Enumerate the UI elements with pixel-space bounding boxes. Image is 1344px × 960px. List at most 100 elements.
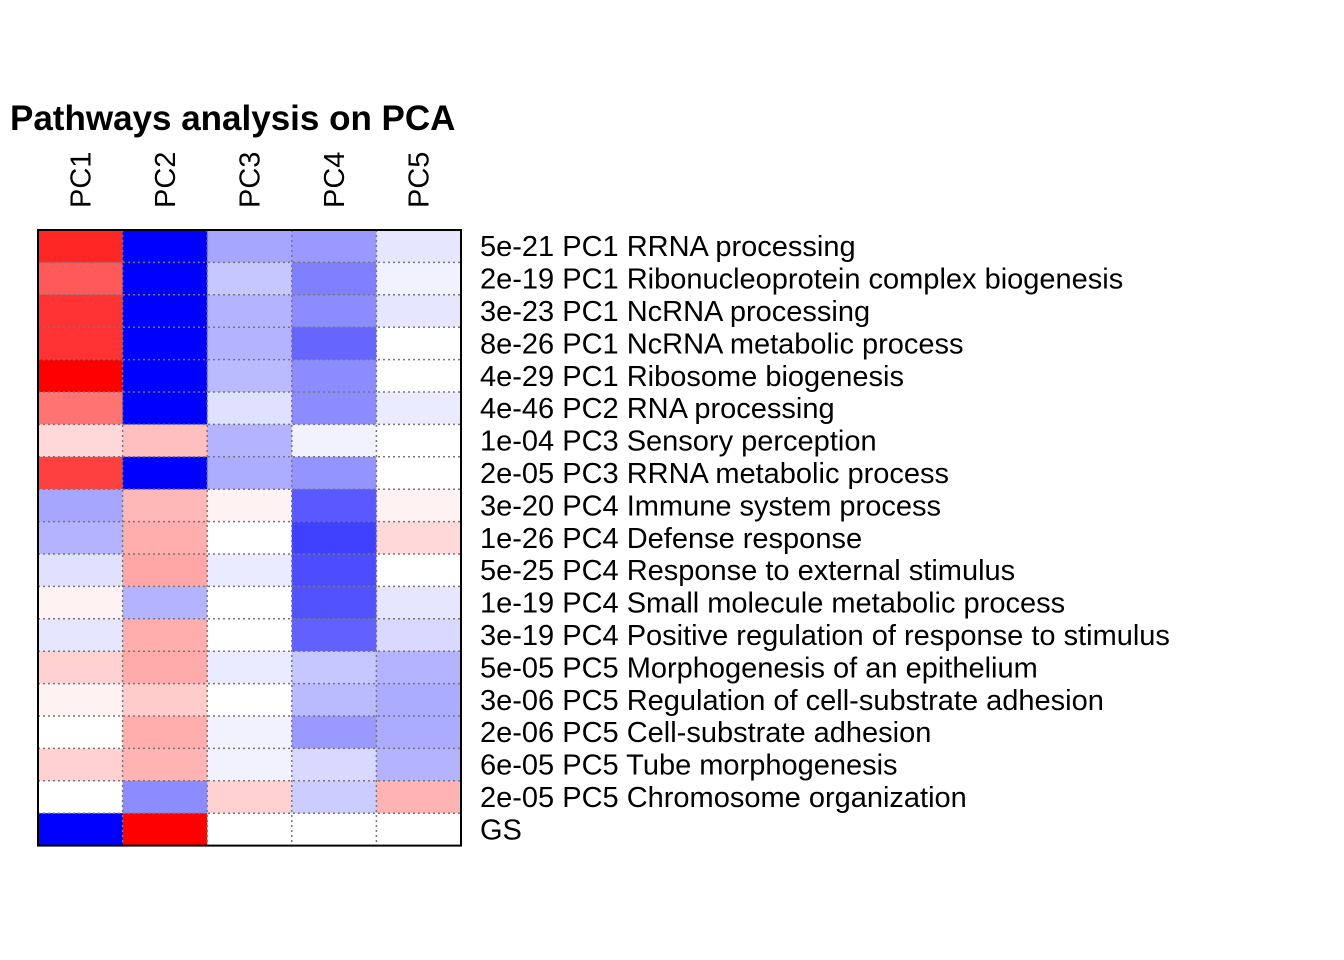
heatmap-cell bbox=[38, 683, 124, 717]
heatmap-cell bbox=[38, 554, 124, 587]
heatmap-cell bbox=[376, 748, 462, 782]
row-label: 3e-23 PC1 NcRNA processing bbox=[480, 296, 870, 328]
heatmap-cell bbox=[291, 262, 377, 296]
heatmap-cell bbox=[291, 748, 377, 782]
heatmap-cell bbox=[207, 327, 293, 361]
column-label: PC2 bbox=[150, 152, 182, 208]
row-label: 2e-05 PC3 RRNA metabolic process bbox=[480, 458, 949, 490]
row-label: 4e-29 PC1 Ribosome biogenesis bbox=[480, 361, 904, 393]
heatmap-cell bbox=[291, 618, 377, 652]
row-label: 1e-04 PC3 Sensory perception bbox=[480, 426, 877, 458]
heatmap-cell bbox=[38, 359, 124, 393]
heatmap-cell bbox=[207, 424, 293, 458]
heatmap-cell bbox=[122, 327, 208, 361]
heatmap-cell bbox=[376, 683, 462, 717]
heatmap-cell bbox=[291, 327, 377, 361]
heatmap-cell bbox=[122, 554, 208, 587]
heatmap-cell bbox=[376, 456, 462, 490]
heatmap-cell bbox=[122, 651, 208, 685]
row-label: 2e-19 PC1 Ribonucleoprotein complex biog… bbox=[480, 264, 1123, 296]
row-label: 2e-06 PC5 Cell-substrate adhesion bbox=[480, 717, 931, 749]
heatmap-cell bbox=[122, 683, 208, 717]
column-label: PC4 bbox=[319, 152, 351, 208]
heatmap-cell bbox=[376, 554, 462, 587]
heatmap-cell bbox=[376, 716, 462, 749]
heatmap-cell bbox=[122, 294, 208, 328]
heatmap-cell bbox=[122, 521, 208, 555]
heatmap-cell bbox=[291, 456, 377, 490]
heatmap-cell bbox=[207, 748, 293, 782]
heatmap-cell bbox=[38, 294, 124, 328]
heatmap-cell bbox=[38, 716, 124, 749]
heatmap-cell bbox=[291, 230, 377, 263]
heatmap-grid bbox=[38, 230, 461, 846]
heatmap-cell bbox=[207, 392, 293, 425]
heatmap-cell bbox=[122, 748, 208, 782]
heatmap-cell bbox=[291, 780, 377, 814]
heatmap-cell bbox=[207, 586, 293, 620]
row-label: 1e-26 PC4 Defense response bbox=[480, 523, 862, 555]
column-label: PC3 bbox=[235, 152, 267, 208]
heatmap-cell bbox=[376, 586, 462, 620]
heatmap-cell bbox=[122, 456, 208, 490]
heatmap-cell bbox=[122, 392, 208, 425]
heatmap-cell bbox=[291, 683, 377, 717]
heatmap-cell bbox=[207, 716, 293, 749]
heatmap-cell bbox=[122, 716, 208, 749]
column-label: PC5 bbox=[404, 152, 436, 208]
heatmap-cell bbox=[122, 262, 208, 296]
row-label: 8e-26 PC1 NcRNA metabolic process bbox=[480, 328, 964, 360]
heatmap-cell bbox=[291, 521, 377, 555]
heatmap-cell bbox=[207, 489, 293, 523]
heatmap-cell bbox=[38, 230, 124, 263]
heatmap-cell bbox=[207, 521, 293, 555]
heatmap-cell bbox=[38, 813, 124, 847]
heatmap-cell bbox=[38, 780, 124, 814]
row-label: 5e-21 PC1 RRNA processing bbox=[480, 231, 856, 263]
heatmap-border bbox=[37, 229, 462, 847]
heatmap-cell bbox=[122, 813, 208, 847]
heatmap-cell bbox=[38, 456, 124, 490]
heatmap-cell bbox=[376, 618, 462, 652]
heatmap-cell bbox=[122, 618, 208, 652]
row-label: GS bbox=[480, 814, 522, 846]
heatmap-cell bbox=[207, 294, 293, 328]
heatmap-cell bbox=[207, 230, 293, 263]
heatmap-cell bbox=[291, 359, 377, 393]
row-label: 5e-05 PC5 Morphogenesis of an epithelium bbox=[480, 652, 1038, 684]
column-labels: PC1 PC2 PC3 PC4 PC5 bbox=[65, 152, 435, 208]
heatmap-cell bbox=[291, 586, 377, 620]
heatmap-cell bbox=[38, 327, 124, 361]
heatmap-cell bbox=[207, 618, 293, 652]
heatmap-cell bbox=[291, 554, 377, 587]
row-label: 4e-46 PC2 RNA processing bbox=[480, 393, 835, 425]
heatmap-cell bbox=[38, 748, 124, 782]
row-label: 5e-25 PC4 Response to external stimulus bbox=[480, 555, 1015, 587]
heatmap-cell bbox=[376, 780, 462, 814]
chart-title: Pathways analysis on PCA bbox=[10, 99, 455, 138]
column-label: PC1 bbox=[65, 152, 97, 208]
row-label: 1e-19 PC4 Small molecule metabolic proce… bbox=[480, 588, 1065, 620]
heatmap-cell bbox=[122, 489, 208, 523]
heatmap-cell bbox=[207, 683, 293, 717]
heatmap-cell bbox=[376, 651, 462, 685]
heatmap-cell bbox=[207, 456, 293, 490]
row-label: 6e-05 PC5 Tube morphogenesis bbox=[480, 750, 898, 782]
heatmap-cell bbox=[291, 716, 377, 749]
heatmap-cell bbox=[207, 262, 293, 296]
row-label: 2e-05 PC5 Chromosome organization bbox=[480, 782, 967, 814]
heatmap-cell bbox=[38, 618, 124, 652]
heatmap-cell bbox=[376, 359, 462, 393]
heatmap-cell bbox=[376, 230, 462, 263]
heatmap-cell bbox=[376, 294, 462, 328]
heatmap-cell bbox=[376, 424, 462, 458]
heatmap-cell bbox=[376, 392, 462, 425]
heatmap-cell bbox=[122, 230, 208, 263]
heatmap-cell bbox=[376, 327, 462, 361]
heatmap-cell bbox=[291, 651, 377, 685]
heatmap-cell bbox=[207, 651, 293, 685]
heatmap-cell bbox=[38, 262, 124, 296]
heatmap-cell bbox=[207, 813, 293, 847]
